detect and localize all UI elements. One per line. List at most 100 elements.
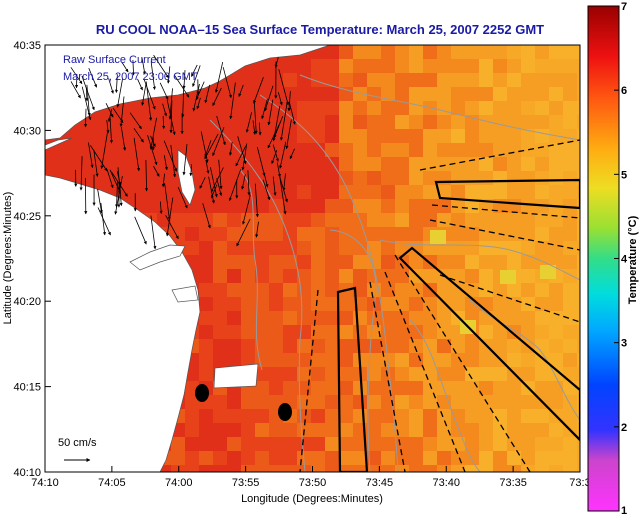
current-vector — [159, 82, 169, 100]
sst-cell — [437, 59, 451, 73]
sst-cell — [339, 213, 353, 227]
sst-cell — [381, 129, 395, 143]
sst-cell — [367, 143, 381, 157]
sst-cell — [423, 143, 437, 157]
sst-cell — [297, 297, 311, 311]
sst-cell — [563, 339, 577, 353]
sst-cell — [213, 311, 227, 325]
sst-cell — [311, 73, 325, 87]
sst-cell — [269, 185, 283, 199]
sst-cell — [535, 241, 549, 255]
sst-cell — [381, 297, 395, 311]
sst-cell — [507, 465, 521, 472]
sst-cell — [199, 353, 213, 367]
sst-cell — [451, 157, 465, 171]
sst-cell — [409, 185, 423, 199]
current-vector — [70, 67, 83, 85]
sst-cell — [227, 465, 241, 472]
sst-cell — [395, 129, 409, 143]
current-vector — [267, 122, 281, 149]
sst-cell — [325, 339, 339, 353]
sst-cell — [227, 297, 241, 311]
sst-cell — [577, 437, 580, 451]
sst-cell — [311, 395, 325, 409]
sst-cell — [185, 423, 199, 437]
sst-cell — [381, 451, 395, 465]
sst-cell — [521, 311, 535, 325]
sst-cell — [451, 297, 465, 311]
current-vector — [149, 117, 157, 150]
sst-cell — [381, 367, 395, 381]
sst-cell — [269, 339, 283, 353]
sst-cell — [381, 269, 395, 283]
sst-cell — [227, 423, 241, 437]
sst-cell — [283, 255, 297, 269]
land-inlet-1 — [171, 285, 199, 303]
sst-cell — [409, 227, 423, 241]
sst-cell — [437, 213, 451, 227]
sst-cell — [479, 87, 493, 101]
sst-cell — [535, 59, 549, 73]
colorbar-tick-label: 5 — [621, 169, 627, 181]
sst-cell — [325, 451, 339, 465]
sst-cell — [213, 199, 227, 213]
sst-cell — [381, 213, 395, 227]
sst-cell — [381, 101, 395, 115]
sst-cell — [549, 339, 563, 353]
sst-cell — [325, 143, 339, 157]
sst-cell — [241, 101, 255, 115]
sst-cell — [563, 451, 577, 465]
sst-cell — [353, 437, 367, 451]
sst-cell — [213, 409, 227, 423]
sst-cell — [493, 297, 507, 311]
colorbar-tick-label: 3 — [621, 338, 627, 350]
colorbar — [587, 5, 620, 512]
sst-cell — [353, 157, 367, 171]
current-vector — [263, 171, 269, 188]
sst-cell — [437, 437, 451, 451]
sst-cell — [507, 241, 521, 255]
sst-cell — [493, 45, 507, 59]
sst-cell — [367, 451, 381, 465]
sst-cell — [437, 367, 451, 381]
sst-cell — [423, 185, 437, 199]
sst-cell — [87, 129, 101, 143]
current-vector — [273, 116, 284, 139]
sst-cell — [185, 437, 199, 451]
current-vector — [181, 84, 185, 118]
sst-cell — [381, 59, 395, 73]
sst-cell — [465, 283, 479, 297]
sst-cell — [255, 451, 269, 465]
current-vector — [133, 128, 144, 143]
sst-cell — [507, 171, 521, 185]
current-vector — [242, 194, 251, 225]
sst-cell — [185, 409, 199, 423]
sst-cell — [269, 213, 283, 227]
sst-cell — [269, 423, 283, 437]
current-vector — [108, 78, 114, 94]
current-vector — [109, 116, 114, 144]
sst-cell — [297, 143, 311, 157]
sst-cell — [339, 339, 353, 353]
sst-cell — [521, 129, 535, 143]
sst-cell — [409, 45, 423, 59]
sst-cell — [157, 199, 171, 213]
sst-cell — [549, 59, 563, 73]
sst-cell — [311, 367, 325, 381]
sst-cell — [283, 325, 297, 339]
sst-cell — [199, 255, 213, 269]
sst-cell — [507, 255, 521, 269]
current-vector — [150, 61, 156, 90]
sst-cell — [395, 171, 409, 185]
sst-cell — [465, 255, 479, 269]
sst-cell — [465, 45, 479, 59]
current-vector — [143, 78, 156, 110]
sst-cell — [241, 269, 255, 283]
sst-cell — [381, 409, 395, 423]
sst-cell — [577, 465, 580, 472]
sst-cell — [339, 241, 353, 255]
sst-cell — [227, 255, 241, 269]
sst-cell — [353, 269, 367, 283]
sst-cell — [241, 199, 255, 213]
sst-cell — [563, 45, 577, 59]
